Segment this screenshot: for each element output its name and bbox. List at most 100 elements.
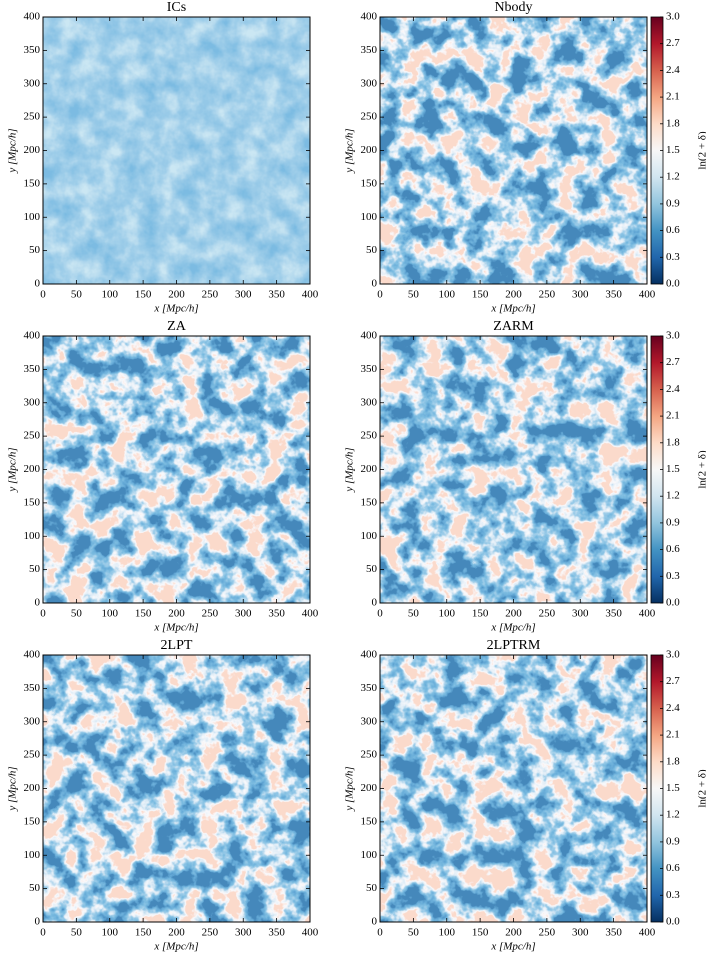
density-map bbox=[380, 17, 647, 284]
colorbar-tick-label: 0.9 bbox=[666, 197, 680, 209]
density-map bbox=[43, 17, 310, 284]
x-axis-label: x [Mpc/h] bbox=[490, 622, 535, 634]
x-tick-label: 150 bbox=[472, 927, 489, 939]
colorbar-tick-label: 2.7 bbox=[666, 675, 680, 687]
y-axis-label: y [Mpc/h] bbox=[344, 447, 356, 492]
colorbar-tick-label: 3.0 bbox=[666, 649, 680, 661]
colorbar-tick-label: 2.1 bbox=[666, 91, 680, 103]
colorbar-tick-label: 1.8 bbox=[666, 117, 680, 129]
x-axis-label: x [Mpc/h] bbox=[490, 941, 535, 953]
colorbar-tick-label: 1.5 bbox=[666, 782, 680, 794]
y-tick-label: 300 bbox=[361, 396, 378, 408]
x-tick-label: 350 bbox=[268, 608, 285, 620]
y-tick-label: 250 bbox=[361, 749, 378, 761]
x-tick-label: 0 bbox=[40, 289, 46, 301]
y-tick-label: 400 bbox=[361, 649, 378, 661]
x-tick-label: 0 bbox=[40, 927, 46, 939]
x-tick-label: 0 bbox=[377, 608, 383, 620]
colorbar-tick-label: 1.5 bbox=[666, 463, 680, 475]
y-tick-label: 400 bbox=[361, 330, 378, 342]
y-tick-label: 0 bbox=[372, 916, 378, 928]
y-tick-label: 150 bbox=[24, 496, 41, 508]
x-tick-label: 150 bbox=[135, 608, 152, 620]
y-tick-label: 100 bbox=[24, 211, 41, 223]
x-tick-label: 300 bbox=[235, 289, 252, 301]
y-axis-label: y [Mpc/h] bbox=[7, 766, 19, 811]
colorbar-tick-label: 1.2 bbox=[666, 171, 680, 183]
x-tick-label: 400 bbox=[639, 927, 656, 939]
colorbar-tick-label: 3.0 bbox=[666, 11, 680, 23]
x-tick-label: 400 bbox=[639, 289, 656, 301]
x-tick-label: 150 bbox=[135, 927, 152, 939]
y-tick-label: 350 bbox=[24, 44, 41, 56]
x-axis-label: x [Mpc/h] bbox=[153, 622, 198, 634]
x-tick-label: 300 bbox=[572, 608, 589, 620]
y-tick-label: 400 bbox=[361, 11, 378, 23]
x-tick-label: 50 bbox=[71, 608, 83, 620]
y-tick-label: 350 bbox=[361, 363, 378, 375]
colorbar-label: ln(2 + δ) bbox=[697, 450, 706, 489]
x-tick-label: 100 bbox=[102, 927, 119, 939]
colorbar-tick-label: 2.1 bbox=[666, 729, 680, 741]
y-tick-label: 100 bbox=[24, 849, 41, 861]
y-tick-label: 250 bbox=[361, 111, 378, 123]
x-tick-label: 300 bbox=[235, 927, 252, 939]
y-tick-label: 200 bbox=[24, 463, 41, 475]
colorbar-tick-label: 2.4 bbox=[666, 64, 680, 76]
density-map bbox=[380, 655, 647, 922]
x-tick-label: 50 bbox=[71, 927, 83, 939]
x-tick-label: 50 bbox=[71, 289, 83, 301]
colorbar-tick-label: 2.4 bbox=[666, 383, 680, 395]
x-tick-label: 50 bbox=[408, 289, 420, 301]
x-tick-label: 350 bbox=[268, 927, 285, 939]
panel-title: ZA bbox=[167, 319, 187, 334]
x-tick-label: 400 bbox=[302, 608, 319, 620]
y-axis-label: y [Mpc/h] bbox=[344, 766, 356, 811]
y-tick-label: 400 bbox=[24, 649, 41, 661]
colorbar-label: ln(2 + δ) bbox=[697, 769, 706, 808]
y-tick-label: 200 bbox=[361, 782, 378, 794]
y-tick-label: 200 bbox=[24, 782, 41, 794]
density-map bbox=[43, 336, 310, 603]
colorbar-tick-label: 0.3 bbox=[666, 889, 680, 901]
y-tick-label: 350 bbox=[361, 682, 378, 694]
x-tick-label: 100 bbox=[102, 608, 119, 620]
colorbar-tick-label: 2.7 bbox=[666, 37, 680, 49]
density-map bbox=[43, 655, 310, 922]
x-tick-label: 400 bbox=[302, 289, 319, 301]
y-tick-label: 150 bbox=[361, 815, 378, 827]
x-tick-label: 350 bbox=[268, 289, 285, 301]
y-tick-label: 50 bbox=[366, 563, 378, 575]
y-tick-label: 300 bbox=[361, 715, 378, 727]
colorbar-tick-label: 0.0 bbox=[666, 916, 680, 928]
panel-title: ZARM bbox=[493, 319, 534, 334]
y-tick-label: 50 bbox=[29, 563, 41, 575]
y-tick-label: 300 bbox=[24, 396, 41, 408]
y-tick-label: 250 bbox=[24, 749, 41, 761]
x-tick-label: 250 bbox=[539, 927, 556, 939]
x-tick-label: 200 bbox=[505, 289, 522, 301]
x-axis-label: x [Mpc/h] bbox=[153, 303, 198, 315]
panel-title: Nbody bbox=[494, 0, 532, 15]
x-tick-label: 100 bbox=[439, 608, 456, 620]
y-tick-label: 350 bbox=[361, 44, 378, 56]
y-tick-label: 150 bbox=[361, 496, 378, 508]
x-tick-label: 300 bbox=[235, 608, 252, 620]
y-tick-label: 0 bbox=[35, 916, 41, 928]
y-tick-label: 400 bbox=[24, 11, 41, 23]
y-tick-label: 350 bbox=[24, 363, 41, 375]
y-axis-label: y [Mpc/h] bbox=[344, 128, 356, 173]
x-tick-label: 250 bbox=[539, 608, 556, 620]
x-tick-label: 150 bbox=[472, 608, 489, 620]
x-tick-label: 400 bbox=[639, 608, 656, 620]
x-tick-label: 250 bbox=[539, 289, 556, 301]
colorbar-tick-label: 2.4 bbox=[666, 702, 680, 714]
x-tick-label: 100 bbox=[102, 289, 119, 301]
y-tick-label: 100 bbox=[361, 849, 378, 861]
colorbar-tick-label: 0.6 bbox=[666, 543, 680, 555]
y-tick-label: 0 bbox=[372, 278, 378, 290]
y-tick-label: 200 bbox=[24, 144, 41, 156]
x-tick-label: 250 bbox=[202, 289, 219, 301]
x-tick-label: 400 bbox=[302, 927, 319, 939]
y-tick-label: 150 bbox=[361, 177, 378, 189]
